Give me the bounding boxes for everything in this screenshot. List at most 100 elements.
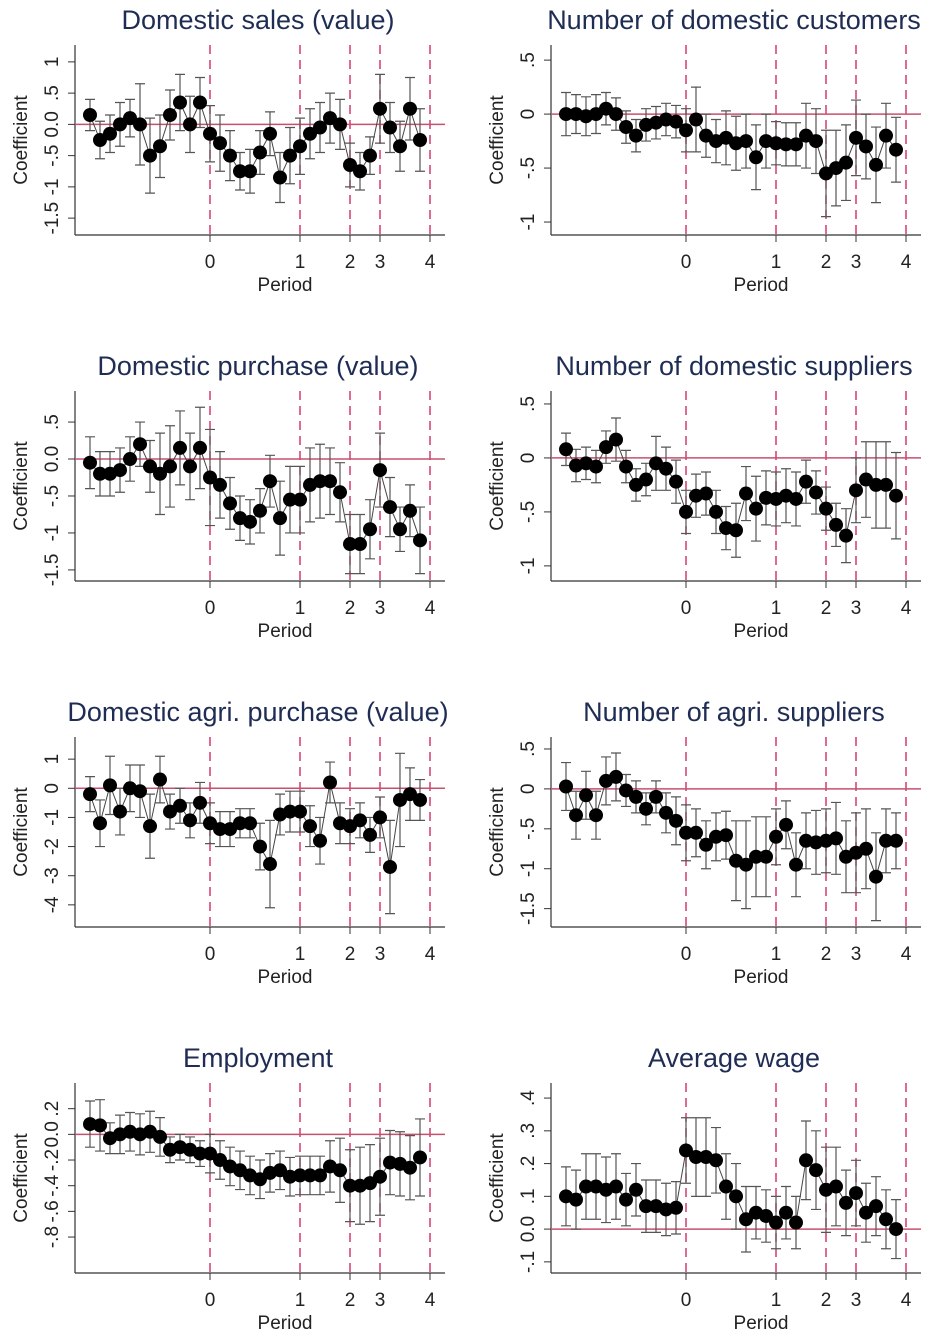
y-tick-label: .2 bbox=[42, 1101, 63, 1117]
y-tick-label: 0.0 bbox=[42, 446, 63, 472]
coef-point bbox=[193, 1146, 207, 1161]
coef-point bbox=[589, 808, 603, 823]
y-axis-label: Coefficient bbox=[487, 1133, 508, 1223]
coef-point bbox=[143, 459, 157, 474]
coef-point bbox=[163, 108, 177, 122]
coef-point bbox=[789, 1215, 803, 1230]
coef-point bbox=[649, 789, 663, 804]
x-tick-label: 1 bbox=[295, 598, 306, 619]
coef-point bbox=[373, 810, 387, 825]
coef-point bbox=[83, 108, 97, 122]
y-tick-label: 0 bbox=[518, 453, 539, 464]
coef-point bbox=[283, 492, 297, 507]
panel: Average wage .4 .3 .2 .1 0.0 -.1 0 1 2 3 4 Period Coe… bbox=[487, 1043, 921, 1334]
coef-point bbox=[133, 437, 147, 452]
coef-point bbox=[839, 1195, 853, 1210]
coef-point bbox=[303, 126, 317, 141]
x-axis-label: Period bbox=[734, 967, 789, 988]
coef-point bbox=[559, 442, 573, 457]
y-tick-label: -1 bbox=[518, 557, 539, 574]
coef-point bbox=[93, 816, 107, 831]
coef-point bbox=[619, 459, 633, 474]
coef-point bbox=[323, 775, 337, 790]
y-tick-label: -1.5 bbox=[42, 554, 63, 587]
y-tick-label: .5 bbox=[518, 52, 539, 68]
y-tick-label: .5 bbox=[42, 85, 63, 101]
x-tick-label: 3 bbox=[375, 1290, 386, 1311]
coef-point bbox=[133, 784, 147, 799]
panel-title: Domestic sales (value) bbox=[121, 5, 394, 35]
coef-point bbox=[413, 133, 427, 147]
coef-point bbox=[769, 1215, 783, 1230]
panel-title: Number of agri. suppliers bbox=[583, 697, 885, 727]
coef-point bbox=[689, 825, 703, 840]
y-tick-label: .5 bbox=[518, 396, 539, 412]
x-tick-label: 2 bbox=[345, 1290, 356, 1311]
x-axis-label: Period bbox=[258, 621, 313, 642]
x-tick-label: 1 bbox=[771, 944, 782, 965]
coef-line bbox=[89, 101, 421, 180]
x-tick-label: 0 bbox=[205, 598, 216, 619]
y-tick-label: .2 bbox=[518, 1156, 539, 1172]
coef-point bbox=[629, 789, 643, 804]
panel-title: Domestic purchase (value) bbox=[97, 351, 418, 381]
coef-point bbox=[403, 1160, 417, 1175]
x-tick-label: 1 bbox=[771, 252, 782, 273]
x-tick-label: 2 bbox=[345, 252, 356, 273]
coef-point bbox=[233, 164, 247, 179]
y-tick-label: 0 bbox=[518, 784, 539, 795]
panel-title: Employment bbox=[183, 1043, 334, 1073]
coef-point bbox=[819, 501, 833, 516]
coef-point bbox=[669, 1200, 683, 1215]
y-tick-label: 0.0 bbox=[518, 1216, 539, 1242]
coef-point bbox=[303, 1168, 317, 1183]
panel: Employment .2 0.0-.2 -.4 -.6 -.8 0 1 2 3 4 Period Co… bbox=[11, 1043, 445, 1334]
y-axis-label: Coefficient bbox=[487, 787, 508, 877]
coef-point bbox=[869, 1199, 883, 1214]
coef-point bbox=[609, 769, 623, 784]
coef-point bbox=[859, 1205, 873, 1220]
coef-point bbox=[729, 523, 743, 538]
coef-point bbox=[363, 827, 377, 842]
coef-point bbox=[413, 533, 427, 548]
coef-point bbox=[173, 798, 187, 813]
coef-point bbox=[719, 1179, 733, 1194]
y-axis-label: Coefficient bbox=[11, 787, 32, 877]
coef-line bbox=[565, 1149, 897, 1230]
coef-point bbox=[383, 500, 397, 515]
coef-point bbox=[153, 772, 167, 787]
coef-point bbox=[223, 496, 237, 511]
coef-point bbox=[173, 95, 187, 110]
coef-point bbox=[619, 120, 633, 135]
coef-point bbox=[213, 822, 227, 837]
coef-point bbox=[839, 155, 853, 170]
coef-point bbox=[353, 537, 367, 552]
coef-point bbox=[273, 1163, 287, 1178]
coef-point bbox=[353, 164, 367, 179]
coef-point bbox=[809, 134, 823, 149]
coef-point bbox=[243, 514, 257, 529]
x-tick-label: 0 bbox=[205, 944, 216, 965]
x-tick-label: 3 bbox=[375, 944, 386, 965]
coef-point bbox=[83, 455, 97, 470]
y-tick-label: -.4 bbox=[42, 1174, 63, 1197]
coef-point bbox=[283, 804, 297, 819]
coef-point bbox=[859, 841, 873, 856]
y-tick-label: 1 bbox=[42, 57, 63, 68]
x-tick-label: 2 bbox=[821, 1290, 832, 1311]
panel: Domestic purchase (value) .5 0.0 -.5 -1 -1.5 0… bbox=[11, 351, 445, 642]
x-tick-label: 2 bbox=[821, 252, 832, 273]
coef-point bbox=[599, 440, 613, 455]
coef-point bbox=[659, 461, 673, 476]
panel: Number of domestic customers .5 0 -.5 -1 0 1 2 3… bbox=[487, 5, 921, 296]
x-tick-label: 0 bbox=[681, 944, 692, 965]
x-tick-label: 1 bbox=[295, 1290, 306, 1311]
coef-point bbox=[779, 1205, 793, 1220]
y-tick-label: .3 bbox=[518, 1123, 539, 1139]
x-tick-label: 3 bbox=[851, 1290, 862, 1311]
x-tick-label: 1 bbox=[771, 598, 782, 619]
coef-point bbox=[879, 128, 893, 143]
panel: Domestic sales (value) 1 .5 0.0 -.5 -1 -1.5 0 1 2… bbox=[11, 5, 445, 296]
y-tick-label: -.8 bbox=[42, 1226, 63, 1248]
x-tick-label: 4 bbox=[425, 252, 436, 273]
